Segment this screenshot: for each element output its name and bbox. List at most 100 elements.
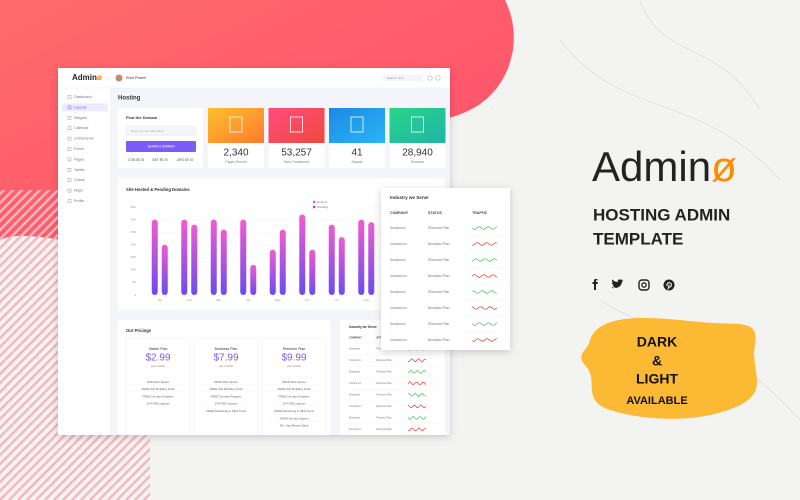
twitter-icon[interactable]	[611, 279, 624, 289]
sidebar-item[interactable]: Pages	[74, 157, 84, 161]
bar	[151, 219, 158, 295]
stat-icon	[290, 116, 303, 133]
stat-label: Pages Served	[225, 160, 246, 164]
domain-price: .NET $9.75	[152, 158, 168, 162]
y-tick-label: 30K	[131, 217, 136, 221]
sidebar-item[interactable]: Profile	[74, 199, 84, 203]
search-button[interactable]	[126, 141, 196, 152]
stat-value: 2,340	[223, 148, 248, 159]
badge-text: AVAILABLE	[626, 395, 687, 407]
row-status: Business Plan	[376, 405, 392, 408]
sidebar-icon	[67, 126, 72, 130]
user-avatar	[115, 74, 123, 82]
input-placeholder: Enter your domain name	[131, 129, 164, 133]
row-company: Victoria Inc.	[349, 405, 362, 408]
instagram-lens	[641, 282, 647, 288]
traffic-sparkline	[407, 369, 427, 374]
row-company: Victoria Inc.	[390, 242, 408, 246]
plan-feature: FREE Marketing & SEO Tools	[206, 409, 246, 413]
chart-title: Site Hosted & Pending Domains	[126, 187, 190, 192]
logo-accent: ø	[97, 73, 102, 82]
table-header: TRAFFIC	[472, 211, 488, 215]
plan-feature: SPAM Service Agents	[279, 416, 309, 420]
traffic-sparkline	[471, 321, 498, 327]
row-status: Business Plan	[376, 382, 392, 385]
plan-feature: FREE Domain Register	[142, 394, 173, 398]
stat-value: 53,257	[281, 148, 312, 159]
card-title: Industry we Serve	[349, 325, 377, 329]
bar	[210, 219, 217, 295]
sidebar-icon	[67, 168, 72, 172]
bar	[181, 219, 188, 295]
facebook-icon[interactable]	[592, 279, 598, 290]
stripe	[0, 190, 87, 500]
sidebar-item[interactable]: Layouts	[74, 105, 87, 109]
user-name[interactable]: Erick Powell	[126, 76, 146, 80]
traffic-sparkline	[471, 306, 498, 311]
stat-label: Domains	[411, 160, 425, 164]
plan-period: per month	[151, 364, 165, 368]
stat-header	[389, 108, 446, 143]
plan-feature: FREE Site Building Tools	[141, 387, 175, 391]
row-company: Sharptech	[349, 394, 361, 397]
sidebar-icon	[67, 178, 72, 182]
domain-input[interactable]	[125, 125, 197, 137]
stripe	[62, 190, 150, 500]
traffic-sparkline	[472, 337, 498, 343]
sidebar-item[interactable]: Forms	[74, 147, 84, 151]
row-company: Victoria Inc.	[390, 306, 408, 310]
stripe	[53, 190, 150, 500]
table-header: COMPANY	[349, 336, 362, 340]
bar	[250, 264, 257, 295]
bar	[240, 219, 247, 295]
x-tick-label: Jun	[305, 298, 310, 302]
row-status: Business Plan	[428, 242, 450, 246]
sidebar-item[interactable]: UI Elements	[74, 137, 94, 141]
plan-price: $2.99	[145, 353, 170, 364]
notification-icon[interactable]	[427, 75, 433, 81]
stripe	[26, 190, 150, 500]
search-box[interactable]	[383, 74, 423, 82]
sidebar-item[interactable]: Widgets	[74, 116, 87, 120]
row-status: Business Plan	[428, 274, 450, 278]
x-tick-label: Feb	[187, 298, 193, 302]
stripe	[0, 190, 150, 500]
brand-name: Adminø	[592, 143, 737, 190]
row-company: Sharptech	[390, 322, 406, 326]
y-tick-label: 20K	[131, 243, 136, 247]
sidebar-item[interactable]: Maps	[74, 189, 83, 193]
plan-feature: FREE Marketing & SEO Tools	[274, 409, 314, 413]
stripe	[17, 190, 150, 500]
y-tick-label: 10K	[131, 268, 136, 272]
traffic-sparkline	[471, 289, 498, 295]
y-tick-label: 15K	[131, 255, 136, 259]
sidebar-icon	[67, 136, 72, 141]
plan-feature: 2GB Web Space	[147, 380, 170, 384]
sidebar-item[interactable]: Calendar	[74, 126, 89, 130]
stat-header	[329, 108, 385, 143]
x-tick-label: Aug	[364, 298, 370, 302]
sidebar-item[interactable]: Tables	[74, 168, 85, 172]
sidebar-item[interactable]: Charts	[74, 178, 85, 182]
headline: HOSTING ADMIN	[593, 205, 730, 224]
traffic-sparkline	[471, 257, 498, 263]
row-company: Sharptech	[349, 370, 361, 373]
bar	[299, 214, 306, 295]
row-status: Business Plan	[376, 359, 392, 362]
settings-icon[interactable]	[435, 75, 441, 81]
plan-feature: FREE Domain Register	[210, 394, 241, 398]
domain-price: .COM $9.75	[127, 158, 144, 162]
stripe	[0, 190, 150, 500]
row-company: Sharptech	[349, 417, 361, 420]
stripe	[0, 190, 105, 500]
legend-swatch	[313, 205, 316, 209]
sidebar-icon	[67, 199, 72, 203]
sidebar-item[interactable]: Dashboard	[74, 95, 92, 99]
plan-feature: FREE Site Building Tools	[277, 387, 311, 391]
instagram-icon[interactable]	[638, 279, 650, 291]
badge-text: DARK	[637, 334, 677, 350]
row-company: Sharptech	[349, 347, 361, 350]
stripe	[89, 190, 150, 500]
x-tick-label: May	[275, 298, 281, 302]
